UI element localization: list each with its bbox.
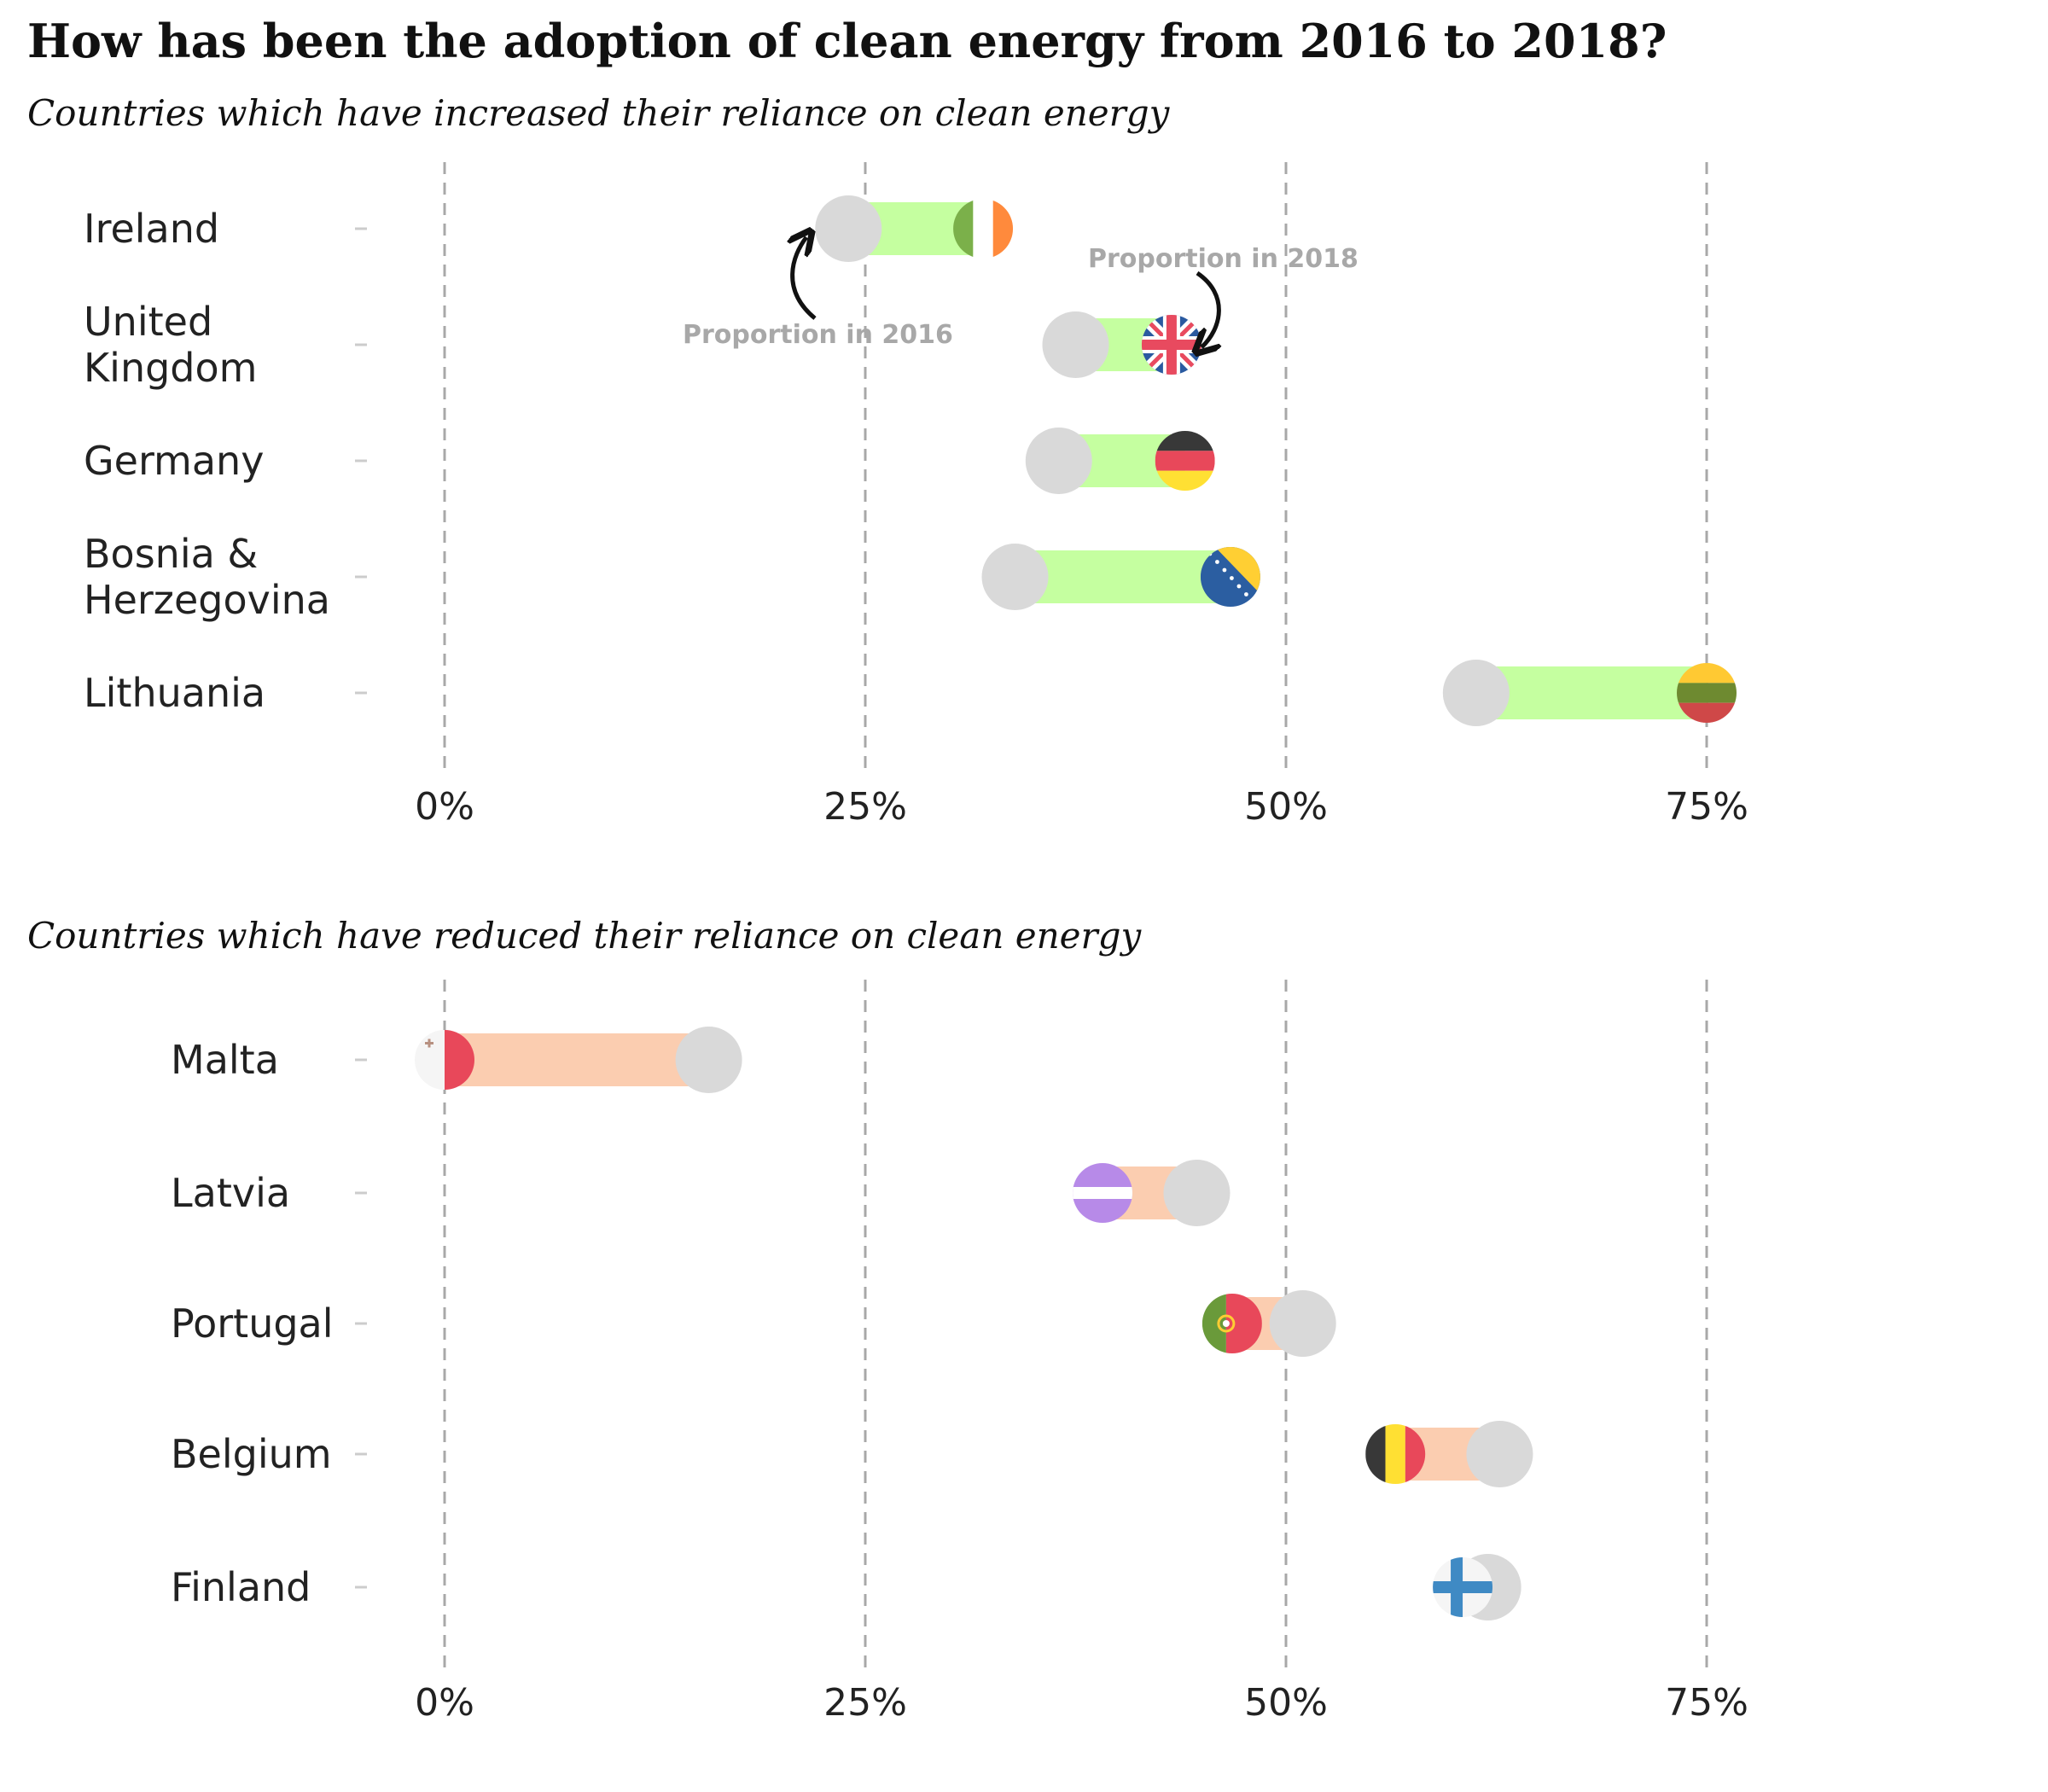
subtitle-reduced: Countries which have reduced their relia…: [27, 915, 1142, 957]
x-tick-label: 0%: [415, 1681, 474, 1725]
x-tick-label: 0%: [415, 785, 474, 829]
malta-flag: [415, 1030, 474, 1090]
dot-2016: [815, 195, 882, 262]
country-row: Belgium: [171, 1421, 1533, 1487]
country-label: Lithuania: [84, 670, 265, 716]
dot-2016: [1025, 428, 1092, 494]
x-tick-label: 25%: [823, 785, 907, 829]
country-label: Ireland: [84, 206, 219, 252]
belgium-flag: [1365, 1424, 1426, 1484]
country-row: Ireland: [84, 195, 1014, 262]
uk-flag: [1141, 315, 1201, 375]
country-row: Latvia: [171, 1160, 1231, 1226]
lithuania-flag: [1677, 663, 1737, 723]
country-row: Finland: [171, 1554, 1521, 1620]
x-tick-label: 25%: [823, 1681, 907, 1725]
chart-title: How has been the adoption of clean energ…: [27, 14, 1667, 68]
x-tick-label: 50%: [1244, 785, 1328, 829]
x-tick-label: 75%: [1665, 1681, 1748, 1725]
finland-flag: [1433, 1557, 1493, 1617]
dot-2016: [675, 1027, 742, 1093]
dot-2016: [981, 544, 1049, 610]
annotation-arrow-2016: [793, 237, 815, 320]
country-label: Malta: [171, 1037, 279, 1083]
dot-2016: [1466, 1421, 1533, 1487]
country-label: Finland: [171, 1564, 311, 1610]
change-bar: [445, 1033, 709, 1086]
country-row: Portugal: [171, 1290, 1336, 1357]
annotation-arrow-2018: [1197, 271, 1219, 347]
country-row: Lithuania: [84, 660, 1737, 726]
annotation-2018: Proportion in 2018: [1088, 244, 1359, 274]
country-row: Germany: [84, 428, 1215, 494]
dot-2016: [1442, 660, 1510, 726]
bosnia-flag: [1200, 547, 1260, 607]
x-tick-label: 50%: [1244, 1681, 1328, 1725]
annotation-2016: Proportion in 2016: [683, 320, 953, 350]
ireland-flag: [953, 199, 1014, 259]
country-row: Malta: [171, 1027, 742, 1093]
country-row: United Kingdom: [84, 299, 1201, 391]
dot-2016: [1042, 311, 1109, 378]
country-label: Portugal: [171, 1300, 334, 1347]
dot-2016: [1269, 1290, 1336, 1357]
dot-2016: [1163, 1160, 1231, 1226]
portugal-flag: [1201, 1294, 1262, 1353]
country-label: Bosnia & Herzegovina: [84, 531, 330, 623]
country-row: Bosnia & Herzegovina: [84, 531, 1260, 623]
subtitle-increased: Countries which have increased their rel…: [27, 92, 1170, 134]
germany-flag: [1155, 431, 1215, 491]
x-tick-label: 75%: [1665, 785, 1748, 829]
latvia-flag: [1073, 1163, 1133, 1223]
change-bar: [1015, 550, 1231, 603]
country-label: Belgium: [171, 1431, 332, 1477]
country-label: United Kingdom: [84, 299, 257, 391]
country-label: Latvia: [171, 1170, 290, 1216]
country-label: Germany: [84, 438, 264, 484]
change-bar: [1475, 666, 1707, 719]
